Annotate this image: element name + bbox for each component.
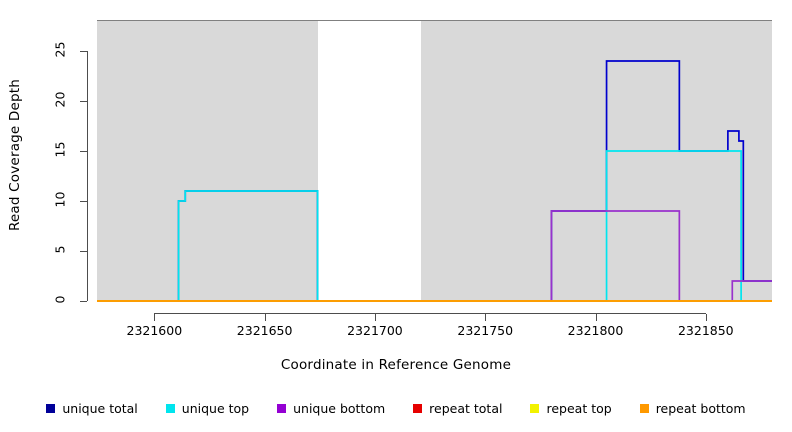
legend-item: repeat top xyxy=(530,400,612,416)
legend-label: repeat top xyxy=(546,400,612,416)
legend-swatch-icon xyxy=(277,403,287,413)
y-tick-mark xyxy=(80,101,87,102)
legend-item: unique bottom xyxy=(277,401,385,416)
x-tick-label: 2321600 xyxy=(126,323,183,338)
legend-label: repeat total xyxy=(429,400,503,416)
plot-area xyxy=(97,20,772,302)
legend-item: repeat bottom xyxy=(639,400,746,416)
x-tick-label: 2321850 xyxy=(677,323,734,338)
y-tick-mark xyxy=(80,151,87,152)
legend-swatch-icon xyxy=(530,403,540,413)
series-line xyxy=(97,150,772,302)
y-tick-mark xyxy=(80,51,87,52)
legend-label: unique total xyxy=(62,400,138,416)
x-tick-label: 2321700 xyxy=(347,323,403,338)
y-tick-mark xyxy=(80,251,87,252)
y-axis-line xyxy=(87,51,88,301)
legend-label: unique top xyxy=(181,400,250,416)
x-axis-line xyxy=(154,313,706,314)
x-tick-mark xyxy=(485,314,487,321)
x-tick-mark xyxy=(264,314,266,321)
plot-top-frame xyxy=(97,20,772,21)
legend-label: unique bottom xyxy=(293,400,386,416)
x-axis-title: Coordinate in Reference Genome xyxy=(0,357,792,373)
y-tick-label: 20 xyxy=(52,91,68,108)
y-axis-title: Read Coverage Depth xyxy=(2,0,28,310)
legend-item: unique total xyxy=(46,400,138,416)
x-tick-mark xyxy=(705,314,707,321)
legend-swatch-icon xyxy=(639,403,649,413)
x-tick-label: 2321650 xyxy=(236,323,293,338)
y-tick-label: 0 xyxy=(52,295,68,304)
legend-swatch-icon xyxy=(165,403,175,413)
legend-swatch-icon xyxy=(413,403,423,413)
y-tick-mark xyxy=(80,201,87,202)
y-tick-label: 10 xyxy=(52,191,68,208)
x-tick-label: 2321800 xyxy=(567,323,624,338)
x-axis-title-text: Coordinate in Reference Genome xyxy=(280,357,512,373)
legend-label: repeat bottom xyxy=(655,400,746,416)
y-axis-title-text: Read Coverage Depth xyxy=(7,78,24,232)
y-tick-label: 5 xyxy=(52,245,68,254)
y-tick-mark xyxy=(80,301,87,302)
y-tick-label: 25 xyxy=(52,41,68,58)
legend-swatch-icon xyxy=(46,403,56,413)
x-tick-label: 2321750 xyxy=(457,323,514,338)
series-line xyxy=(97,60,772,302)
x-tick-mark xyxy=(595,314,597,321)
x-tick-mark xyxy=(154,314,156,321)
chart-legend: unique total unique top unique bottom repea… xyxy=(0,396,792,420)
series-line xyxy=(97,210,772,302)
y-tick-label: 15 xyxy=(52,141,68,158)
shaded-region xyxy=(421,20,772,301)
legend-item: repeat total xyxy=(413,401,502,416)
x-tick-mark xyxy=(374,314,376,321)
shaded-region xyxy=(97,20,318,301)
series-layer xyxy=(97,60,772,302)
legend-item: unique top xyxy=(165,400,250,416)
